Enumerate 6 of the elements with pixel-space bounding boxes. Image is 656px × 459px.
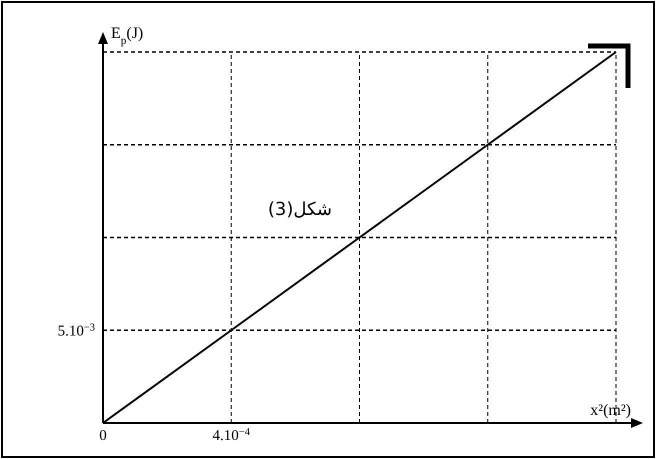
annotation: شكل(3) xyxy=(268,199,332,220)
xlabel: x²(m²) xyxy=(590,402,631,419)
ref-label: 5.10$^{−3}$ xyxy=(58,322,95,340)
xtick: 0 xyxy=(99,428,107,444)
xtick: 4.10$^{−4}$ xyxy=(212,426,250,444)
ylabel: E$_{p}$(J) xyxy=(111,25,144,47)
